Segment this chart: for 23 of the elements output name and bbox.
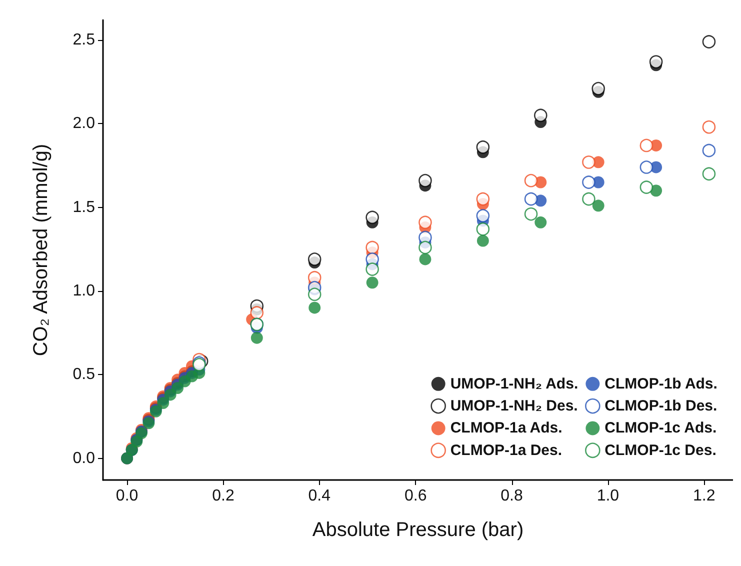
x-tick-label: 1.0 xyxy=(596,488,620,504)
x-tick-label: 0.2 xyxy=(212,488,234,504)
legend-label: CLMOP-1c Des. xyxy=(604,442,716,459)
legend-label: CLMOP-1a Ads. xyxy=(450,420,562,437)
x-axis-title: Absolute Pressure (bar) xyxy=(312,519,524,541)
x-tick-label: 0.0 xyxy=(116,488,138,504)
legend-label: UMOP-1-NH₂ Ads. xyxy=(450,375,578,392)
x-tick-label: 0.8 xyxy=(500,488,523,504)
y-tick-label: 0.5 xyxy=(72,366,96,384)
y-tick-label: 2.5 xyxy=(72,32,96,49)
legend-label: UMOP-1-NH₂ Des. xyxy=(450,398,578,415)
y-axis-title: CO₂ Adsorbed (mmol/g) xyxy=(30,144,52,356)
x-tick-label: 0.6 xyxy=(404,488,427,504)
y-tick-label: 1.0 xyxy=(72,282,96,300)
legend-label: CLMOP-1a Des. xyxy=(450,442,562,459)
legend-label: CLMOP-1c Ads. xyxy=(604,420,717,437)
legend-label: CLMOP-1b Ads. xyxy=(604,375,718,392)
y-tick-label: 2.0 xyxy=(72,115,96,132)
y-tick-label: 0.0 xyxy=(72,450,96,467)
legend-label: CLMOP-1b Des. xyxy=(604,398,718,415)
x-tick-label: 1.2 xyxy=(693,488,716,504)
x-tick-label: 0.4 xyxy=(308,488,331,504)
y-tick-label: 1.5 xyxy=(72,198,96,216)
